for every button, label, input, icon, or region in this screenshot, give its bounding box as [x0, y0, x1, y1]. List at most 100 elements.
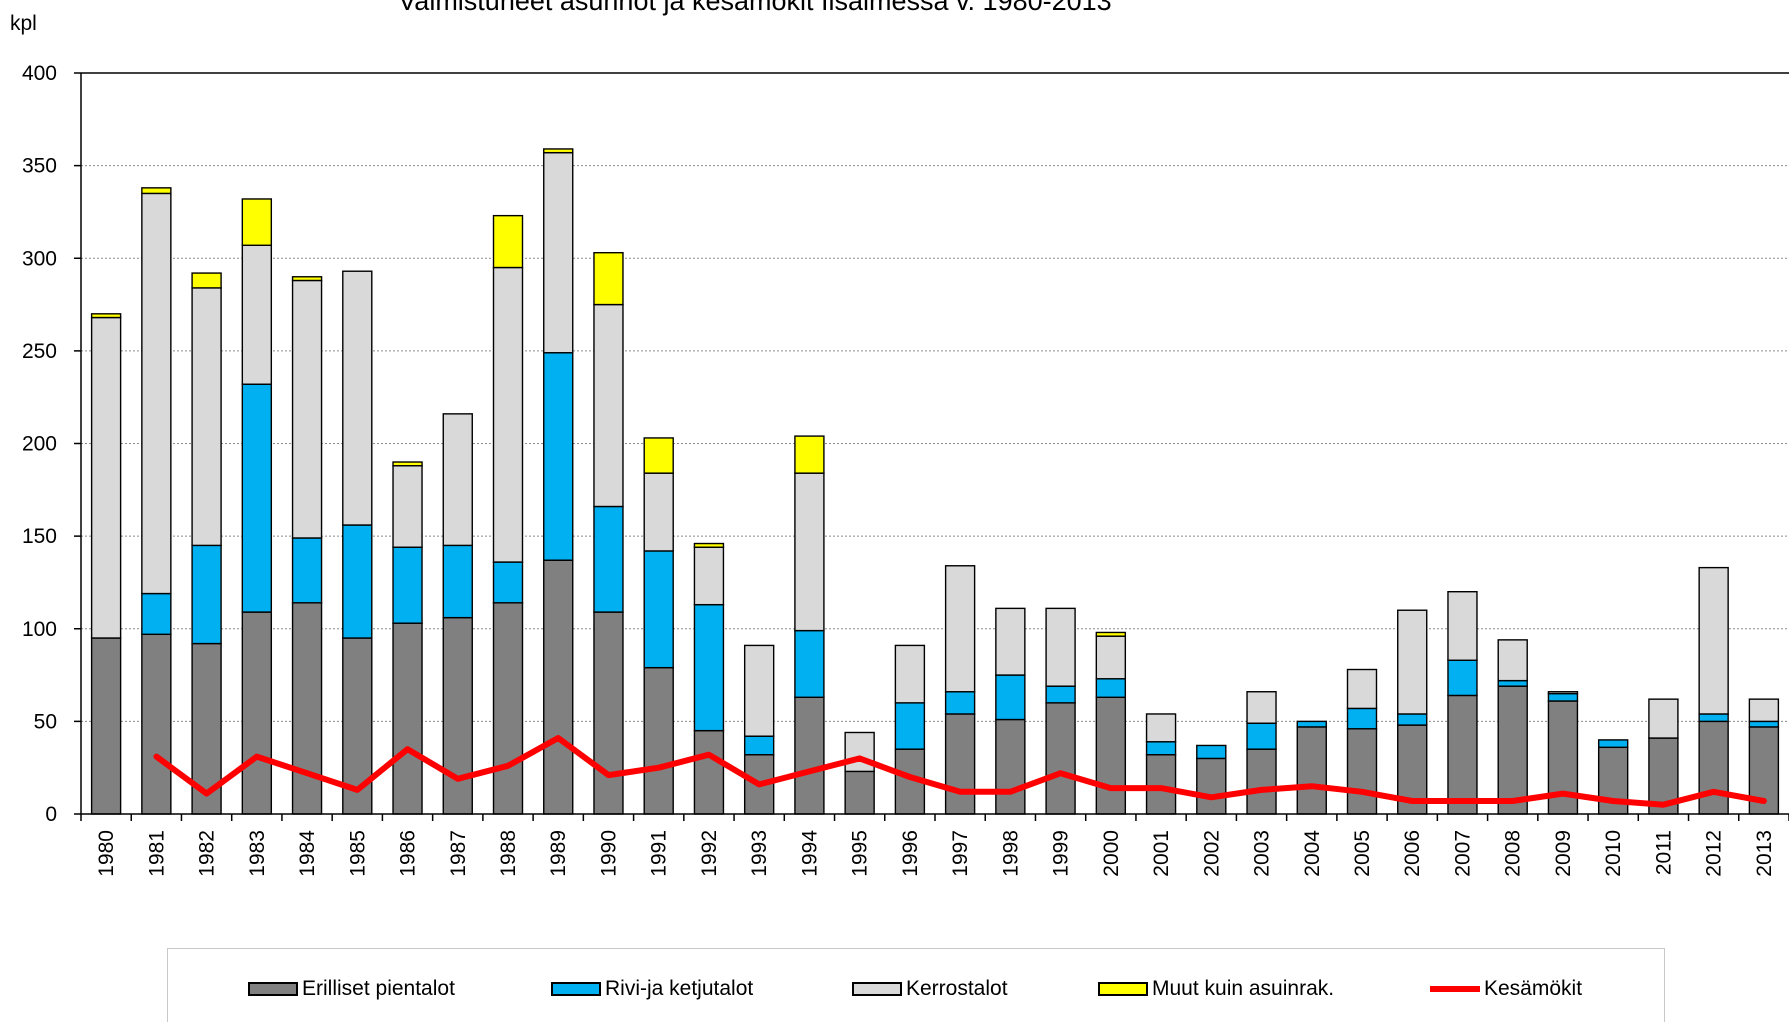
bar-segment-series-2: [1346, 668, 1378, 710]
bar-segment-series-3: [693, 542, 725, 548]
bar-segment-series-2: [241, 244, 273, 385]
bar-segment-series-0: [1497, 685, 1528, 815]
bar-segment-series-0: [995, 718, 1026, 815]
x-tick-label: 2002: [1200, 830, 1223, 877]
legend-label: Rivi-ja ketjutalot: [605, 977, 754, 1000]
legend-label: Erilliset pientalot: [302, 977, 455, 1000]
bar-segment-series-0: [492, 602, 524, 815]
legend-item-kesamokit: Kesämökit: [1430, 977, 1582, 1001]
bar-segment-series-0: [1095, 696, 1127, 815]
bar-segment-series-0: [1045, 702, 1076, 815]
x-tick-label: 2011: [1652, 830, 1675, 875]
x-tick-label: 2009: [1552, 830, 1575, 877]
x-tick-label: 1991: [648, 830, 671, 877]
x-tick-label: 1989: [547, 830, 570, 877]
bar-segment-series-0: [543, 559, 574, 815]
x-tick-label: 2013: [1753, 830, 1776, 877]
y-tick-label: 250: [22, 340, 57, 363]
legend-item-erilliset-pientalot: Erilliset pientalot: [248, 977, 455, 1001]
x-tick-label: 2006: [1401, 830, 1424, 877]
bar-segment-series-1: [1145, 741, 1177, 756]
legend-swatch-erilliset-pientalot: [248, 982, 298, 996]
x-tick-label: 1997: [949, 830, 972, 877]
bar-segment-series-1: [1246, 722, 1277, 750]
y-tick-label: 400: [22, 62, 57, 85]
bar-segment-series-1: [944, 691, 976, 715]
bar-segment-series-2: [643, 472, 674, 552]
bar-segment-series-1: [1346, 707, 1378, 730]
bar-segment-series-1: [743, 735, 775, 756]
bar-segment-series-1: [1196, 744, 1227, 760]
bar-segment-series-2: [291, 279, 323, 539]
bar-segment-series-1: [291, 537, 323, 604]
bar-segment-series-2: [442, 413, 473, 547]
x-tick-label: 1981: [145, 830, 168, 877]
bar-segment-series-2: [693, 546, 725, 606]
chart-plot: 0 50 100 150 200 250 300 350 400 1980 1981 1982 1983…: [22, 62, 1789, 877]
bar-segment-series-3: [291, 276, 323, 282]
bar-segment-series-0: [90, 637, 122, 815]
bar-segment-series-2: [1397, 609, 1428, 715]
x-tick-label: 2004: [1301, 830, 1324, 877]
bar-segment-series-2: [894, 644, 926, 704]
x-tick-label: 2003: [1251, 830, 1274, 877]
bar-segment-series-1: [1095, 678, 1127, 698]
bar-segment-series-1: [141, 592, 172, 636]
bar-segment-series-1: [1045, 685, 1076, 704]
bar-segment-series-1: [191, 544, 222, 645]
legend: Erilliset pientalot Rivi-ja ketjutalot K…: [167, 948, 1665, 1022]
bar-segment-series-2: [944, 565, 976, 693]
bar-segment-series-0: [1698, 720, 1729, 815]
x-tick-label: 1985: [346, 830, 369, 877]
bar-segment-series-3: [1095, 631, 1127, 637]
bar-segment-series-2: [1246, 691, 1277, 724]
x-tick-label: 1993: [748, 830, 771, 877]
bar-segment-series-0: [1196, 757, 1227, 815]
x-tick-label: 1992: [698, 830, 721, 877]
x-tick-label: 2010: [1602, 830, 1625, 877]
bar-segment-series-0: [1246, 748, 1277, 815]
bar-segment-series-0: [1296, 726, 1327, 815]
bar-segment-series-2: [995, 607, 1026, 676]
bar-segment-series-0: [693, 729, 725, 815]
bar-segment-series-3: [794, 435, 825, 474]
x-tick-label: 1990: [597, 830, 620, 877]
x-tick-label: 1994: [798, 830, 821, 877]
bar-segment-series-2: [844, 731, 875, 773]
bar-segment-series-1: [442, 544, 473, 619]
legend-label: Muut kuin asuinrak.: [1152, 977, 1335, 1000]
legend-swatch-muut-kuin-asuinrak: [1098, 982, 1148, 996]
bar-segment-series-3: [593, 251, 624, 306]
bar-segment-series-2: [1447, 591, 1478, 661]
bar-segment-series-0: [291, 602, 323, 815]
bar-segment-series-3: [141, 187, 172, 195]
bar-segment-series-1: [1497, 679, 1528, 687]
bar-segment-series-3: [492, 214, 524, 269]
x-tick-label: 2007: [1451, 830, 1474, 877]
bar-segment-series-2: [1145, 713, 1177, 743]
x-tick-label: 2008: [1502, 830, 1525, 877]
bar-segment-series-2: [191, 287, 222, 547]
bar-segment-series-2: [1497, 639, 1528, 682]
y-tick-label: 350: [22, 155, 57, 178]
grid-layer: [81, 72, 1789, 722]
bar-segment-series-1: [1397, 713, 1428, 726]
bar-segment-series-2: [1547, 691, 1579, 695]
bar-segment-series-0: [944, 713, 976, 815]
x-tick-label: 1998: [999, 830, 1022, 877]
y-tick-label: 200: [22, 433, 57, 456]
bar-segment-series-0: [1447, 694, 1478, 815]
line-layer: [153, 735, 1767, 808]
bar-segment-series-1: [492, 561, 524, 604]
x-tick-label: 2005: [1351, 830, 1374, 877]
x-tick-label: 1980: [95, 830, 118, 877]
y-tick-label: 300: [22, 247, 57, 270]
bar-segment-series-1: [693, 603, 725, 732]
bar-segment-series-3: [241, 198, 273, 246]
x-tick-label: 2001: [1150, 830, 1173, 877]
legend-item-rivi-ja-ketjutalot: Rivi-ja ketjutalot: [551, 977, 753, 1001]
legend-label: Kerrostalot: [906, 977, 1008, 1000]
legend-swatch-kerrostalot: [852, 982, 902, 996]
x-tick-label: 1983: [246, 830, 269, 877]
bar-segment-series-0: [141, 633, 172, 815]
